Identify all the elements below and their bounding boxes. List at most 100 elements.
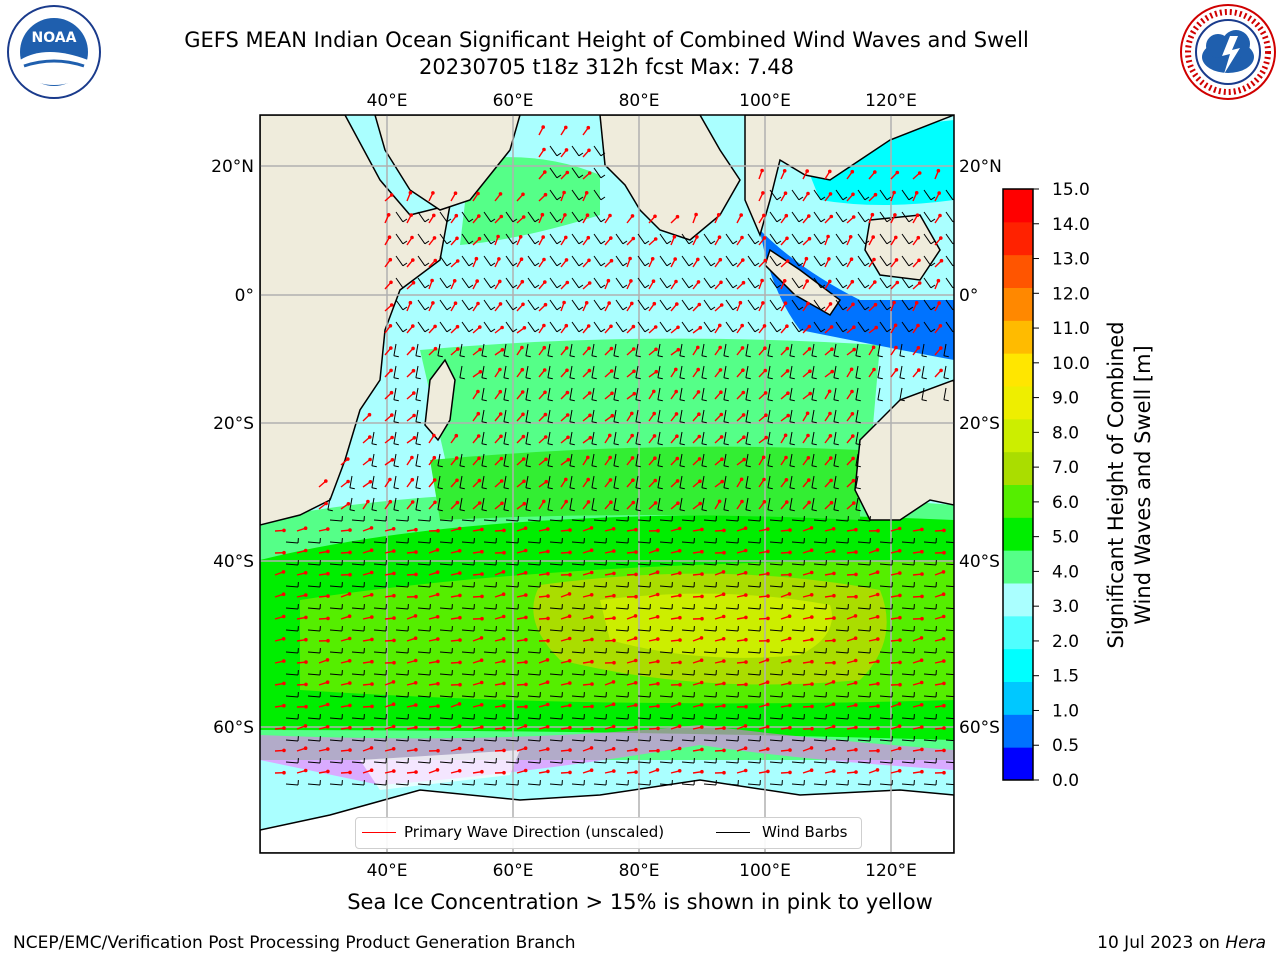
wave-arrow-head <box>852 325 856 330</box>
wind-barb <box>725 673 739 676</box>
colorbar-frame <box>1002 188 1034 781</box>
wind-barb-flag <box>701 509 707 512</box>
wind-barb <box>571 255 580 267</box>
wind-barb <box>791 695 805 698</box>
wind-barb <box>439 783 453 786</box>
wave-arrow-head <box>741 280 746 285</box>
wave-arrow-head <box>788 703 792 708</box>
wind-barb-flag <box>622 284 628 289</box>
wind-barb <box>813 739 827 742</box>
wind-barb <box>923 717 937 720</box>
wave-arrow-head <box>742 435 746 440</box>
wind-barb-flag <box>534 262 540 267</box>
wave-arrow-head <box>497 257 501 261</box>
wave-arrow-head <box>411 324 415 328</box>
wave-arrow-head <box>390 413 394 417</box>
wind-barb <box>855 475 859 488</box>
wind-barb <box>373 739 387 742</box>
wind-barb-flag <box>745 465 751 468</box>
wave-arrow-head <box>281 570 286 574</box>
wind-barb <box>769 541 783 544</box>
wind-barb <box>417 629 431 632</box>
wave-arrow-head <box>743 724 748 728</box>
wind-barb-flag <box>415 487 421 490</box>
wind-barb-flag <box>811 465 817 468</box>
wind-barb <box>329 695 343 698</box>
wave-arrow-head <box>762 236 767 240</box>
colorbar-swatch <box>1003 747 1033 781</box>
wave-arrow-head <box>587 391 592 395</box>
wind-barb <box>371 453 375 466</box>
wind-barb <box>549 717 563 720</box>
wave-arrow-head <box>567 592 572 596</box>
wind-barb <box>767 453 771 466</box>
wind-barb-flag <box>886 240 892 245</box>
wave-arrow-head <box>408 300 413 305</box>
wind-barb <box>833 409 837 422</box>
wind-barb <box>549 145 558 157</box>
wind-barb-flag <box>657 465 663 468</box>
wave-arrow-head <box>607 301 611 305</box>
wave-arrow-head <box>457 702 462 706</box>
wind-barb <box>329 739 343 742</box>
wind-barb <box>791 189 800 201</box>
wind-barb-flag <box>864 196 870 201</box>
wave-arrow-head <box>941 614 946 619</box>
ice-free-patch <box>360 750 520 790</box>
wave-arrow-head <box>894 235 898 240</box>
wave-arrow-head <box>631 500 636 505</box>
wind-barb-flag <box>402 262 408 267</box>
wave-arrow-head <box>368 435 372 439</box>
wind-barb <box>569 387 573 400</box>
wind-barb-flag <box>921 399 927 402</box>
wave-arrow-head <box>386 213 391 217</box>
wave-arrow-head <box>281 614 286 619</box>
wind-barb-flag <box>820 306 826 311</box>
wave-arrow-head <box>633 658 638 663</box>
wind-barb <box>745 431 749 444</box>
wind-barb-flag <box>767 421 773 424</box>
wind-barb <box>835 189 844 201</box>
wind-barb-flag <box>446 240 452 245</box>
wind-barb <box>681 739 695 742</box>
wind-barb <box>657 497 661 510</box>
wind-barb <box>439 761 453 764</box>
wind-barb-flag <box>393 465 399 468</box>
wind-barb <box>791 783 805 786</box>
wave-arrow-head <box>744 637 748 642</box>
wind-barb <box>395 277 404 289</box>
wind-barb <box>593 585 607 588</box>
wave-arrow-head <box>829 500 834 505</box>
wind-barb <box>877 365 881 378</box>
wind-barb <box>635 387 639 400</box>
wind-barb-flag <box>556 306 562 311</box>
wind-barb-flag <box>556 152 562 157</box>
wave-arrow-head <box>677 526 682 531</box>
wave-arrow-head <box>717 235 722 239</box>
wave-arrow-head <box>740 346 745 350</box>
wave-arrow-head <box>521 412 525 417</box>
wind-barb <box>923 761 937 764</box>
wave-arrow-head <box>546 571 550 576</box>
wind-barb-flag <box>723 421 729 424</box>
wind-barb <box>505 233 514 245</box>
wind-barb <box>855 343 859 356</box>
wind-barb-flag <box>820 196 826 201</box>
wave-arrow-head <box>498 192 503 196</box>
wave-arrow-head <box>920 616 924 621</box>
wave-arrow-head <box>608 433 612 438</box>
colorbar-swatch <box>1003 254 1033 288</box>
wave-arrow-head <box>499 456 504 461</box>
wind-barb <box>637 739 651 742</box>
wave-arrow-head <box>876 704 880 708</box>
lat-label-left: 20°S <box>213 414 254 434</box>
wave-arrow-head <box>542 345 547 350</box>
wind-barb <box>879 717 893 720</box>
wave-arrow-head <box>674 389 678 394</box>
wind-barb <box>901 585 915 588</box>
wind-barb-flag <box>613 443 619 446</box>
wave-arrow-head <box>303 724 308 728</box>
wind-barb <box>285 739 299 742</box>
wave-arrow-head <box>521 434 526 439</box>
wave-arrow-head <box>612 660 616 665</box>
